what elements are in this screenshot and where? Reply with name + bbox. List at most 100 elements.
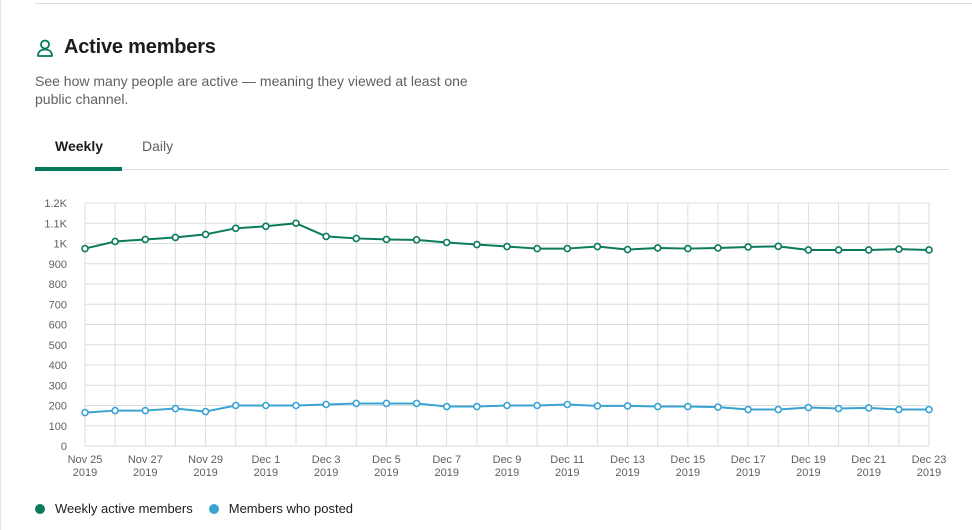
members-posted-series-point <box>322 400 330 409</box>
y-tick-label: 700 <box>49 299 67 311</box>
panel-left-border <box>0 0 1 530</box>
weekly-active-series-point <box>714 244 722 252</box>
legend-item-weekly[interactable]: Weekly active members <box>35 501 193 516</box>
members-posted-series-point <box>382 399 391 408</box>
x-tick-label-year: 2019 <box>314 467 338 479</box>
weekly-active-series-point <box>201 230 210 239</box>
active-tab-indicator <box>35 167 122 171</box>
x-tick-label-year: 2019 <box>193 467 217 479</box>
section-divider <box>35 3 972 4</box>
legend-item-posted[interactable]: Members who posted <box>208 501 354 516</box>
x-tick-label: Nov 25 <box>68 454 103 466</box>
y-tick-label: 300 <box>49 380 67 392</box>
x-tick-label-year: 2019 <box>676 467 700 479</box>
y-tick-label: 800 <box>49 279 67 291</box>
active-members-chart: 0 100 200 300 400 500 600 700 800 900 1K 1.1K 1.2K No… <box>44 198 947 479</box>
members-posted-series-point <box>684 402 692 411</box>
y-tick-label: 900 <box>49 259 67 271</box>
legend-label-weekly: Weekly active members <box>55 501 193 516</box>
x-tick-label-year: 2019 <box>917 467 941 479</box>
x-tick-label: Nov 29 <box>188 454 223 466</box>
members-posted-series-point <box>563 400 572 409</box>
legend-dot-posted <box>208 503 219 514</box>
y-tick-label: 200 <box>49 401 67 413</box>
members-posted-series-point <box>473 402 481 411</box>
members-posted-series-point <box>442 402 451 411</box>
section-description: See how many people are active — meaning… <box>35 73 468 107</box>
members-posted-series-point <box>925 405 933 414</box>
x-tick-label-year: 2019 <box>434 467 458 479</box>
members-posted-series-point <box>81 408 89 417</box>
weekly-active-series-point <box>412 236 421 244</box>
weekly-active-series-point <box>623 245 632 254</box>
y-tick-label: 1.2K <box>44 198 67 210</box>
weekly-active-series-point <box>804 246 813 254</box>
y-tick-label: 0 <box>61 441 67 453</box>
x-tick-label: Nov 27 <box>128 454 163 466</box>
members-posted-series-point <box>895 405 903 414</box>
legend-label-posted: Members who posted <box>228 501 354 516</box>
weekly-active-series-point <box>473 240 481 249</box>
members-posted-series-point <box>744 405 752 414</box>
x-tick-label-year: 2019 <box>254 467 278 479</box>
x-tick-label: Dec 17 <box>731 454 766 466</box>
members-posted-series-point <box>201 407 210 416</box>
members-posted-series-point <box>804 403 813 412</box>
x-tick-label-year: 2019 <box>796 467 820 479</box>
y-tick-label: 100 <box>49 421 67 433</box>
tab-weekly[interactable]: Weekly <box>55 138 103 154</box>
members-posted-series-point <box>533 401 541 410</box>
weekly-active-series-point <box>171 233 180 242</box>
person-icon <box>37 39 53 57</box>
x-tick-label: Dec 7 <box>432 454 461 466</box>
y-tick-label: 600 <box>49 320 67 332</box>
y-tick-label: 400 <box>49 360 67 372</box>
legend-dot-weekly <box>35 503 45 514</box>
x-tick-label-year: 2019 <box>133 467 157 479</box>
y-tick-label: 500 <box>49 340 67 352</box>
members-posted-series-point <box>864 404 873 412</box>
x-tick-label: Dec 23 <box>912 454 947 466</box>
members-posted-series-point <box>231 401 240 410</box>
x-tick-label: Dec 15 <box>670 454 705 466</box>
weekly-active-series-point <box>533 244 541 253</box>
weekly-active-series-point <box>593 242 602 251</box>
weekly-active-series-point <box>382 235 391 244</box>
chart-legend: Weekly active members Members who posted <box>35 501 369 516</box>
section-header: Active members <box>35 36 216 59</box>
x-tick-label: Dec 5 <box>372 454 401 466</box>
members-posted-series-point <box>834 404 843 413</box>
x-tick-label: Dec 9 <box>493 454 522 466</box>
y-tick-label: 1K <box>54 239 68 251</box>
x-tick-label-year: 2019 <box>73 467 97 479</box>
tab-daily[interactable]: Daily <box>142 138 174 154</box>
members-posted-series-point <box>171 404 180 413</box>
members-posted-series-point <box>503 401 511 410</box>
x-tick-label: Dec 13 <box>610 454 645 466</box>
x-tick-label: Dec 19 <box>791 454 826 466</box>
members-posted-series-point <box>292 401 300 410</box>
members-posted-series-point <box>352 399 361 408</box>
y-tick-label: 1.1K <box>44 218 67 230</box>
members-posted-series-point <box>714 403 722 411</box>
x-tick-label: Dec 11 <box>550 454 584 466</box>
x-tick-label-year: 2019 <box>856 467 880 479</box>
weekly-active-series-point <box>925 246 933 254</box>
weekly-active-series-point <box>503 242 511 251</box>
members-posted-series-point <box>412 399 421 408</box>
members-posted-series-point <box>774 405 783 414</box>
x-tick-label: Dec 3 <box>312 454 341 466</box>
x-tick-label: Dec 21 <box>851 454 886 466</box>
weekly-active-series-point <box>895 245 903 253</box>
page-title: Active members <box>64 36 216 58</box>
weekly-active-series-point <box>684 244 692 253</box>
x-tick-label: Dec 1 <box>251 454 280 466</box>
weekly-active-series-point <box>442 238 451 247</box>
x-tick-label-year: 2019 <box>555 467 579 479</box>
members-posted-series-point <box>141 406 150 415</box>
members-posted-series-point <box>653 402 662 411</box>
x-tick-label-year: 2019 <box>615 467 639 479</box>
weekly-active-series-point <box>111 237 119 246</box>
members-posted-series-point <box>111 406 119 415</box>
weekly-active-series-point <box>563 244 572 253</box>
